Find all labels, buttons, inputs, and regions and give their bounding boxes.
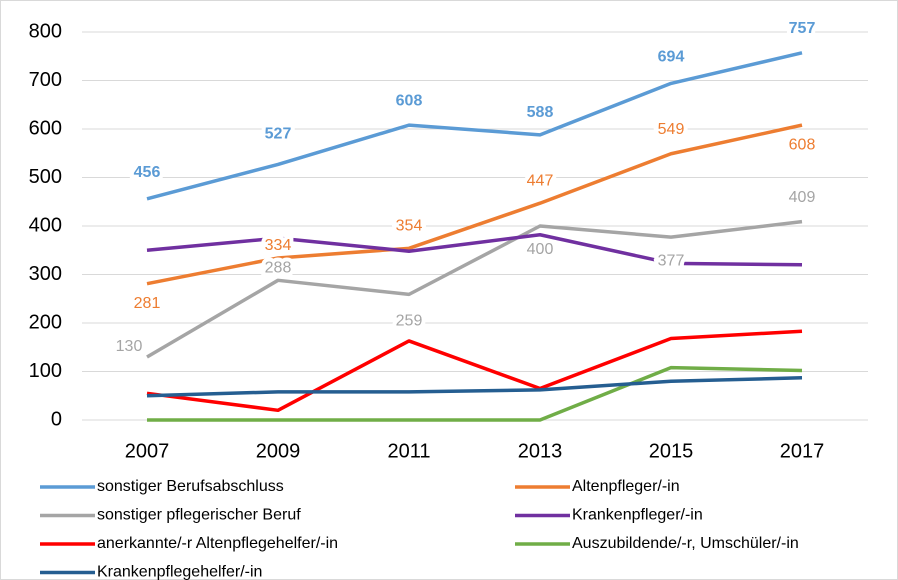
legend-label: sonstiger Berufsabschluss [97,478,284,495]
x-tick-label: 2009 [256,440,301,462]
data-label: 694 [658,49,685,66]
data-label: 549 [658,121,685,138]
x-tick-label: 2007 [125,440,170,462]
series-line [146,51,803,201]
y-tick-label: 100 [29,360,62,382]
y-tick-label: 600 [29,117,62,139]
y-tick-label: 700 [29,69,62,91]
data-label: 259 [396,313,423,330]
data-label: 588 [527,104,554,121]
data-label: 334 [265,237,292,254]
y-tick-label: 0 [51,408,62,430]
data-label: 288 [265,260,292,277]
x-tick-label: 2011 [387,440,430,462]
data-label: 409 [789,189,816,206]
series-line [146,219,803,359]
data-label: 456 [134,164,161,181]
y-tick-label: 400 [29,214,62,236]
data-label: 400 [527,241,554,258]
series-line [146,329,803,413]
legend-label: Altenpfleger/-in [572,478,680,495]
series-line [147,365,803,422]
series-line [146,123,803,286]
x-tick-label: 2013 [518,440,563,462]
data-label: 608 [789,136,816,153]
data-label: 130 [116,338,143,355]
y-tick-label: 800 [29,20,62,42]
data-label: 377 [658,252,685,269]
legend-label: Krankenpflegehelfer/-in [97,564,262,580]
series-line [146,232,803,267]
data-label: 281 [134,295,161,312]
data-label: 447 [527,172,554,189]
data-label: 757 [789,20,816,37]
legend-label: Krankenpfleger/-in [572,507,703,524]
y-tick-label: 300 [29,263,62,285]
y-tick-label: 200 [29,311,62,333]
legend-label: anerkannte/-r Altenpflegehelfer/-in [97,535,338,552]
data-label: 608 [396,92,423,109]
legend-label: sonstiger pflegerischer Beruf [97,507,301,524]
series-line [146,376,803,398]
x-tick-label: 2015 [649,440,694,462]
y-tick-label: 500 [29,166,62,188]
data-label: 527 [265,126,292,143]
legend-label: Auszubildende/-r, Umschüler/-in [572,535,799,552]
data-label: 354 [396,218,423,235]
x-tick-label: 2017 [780,440,825,462]
